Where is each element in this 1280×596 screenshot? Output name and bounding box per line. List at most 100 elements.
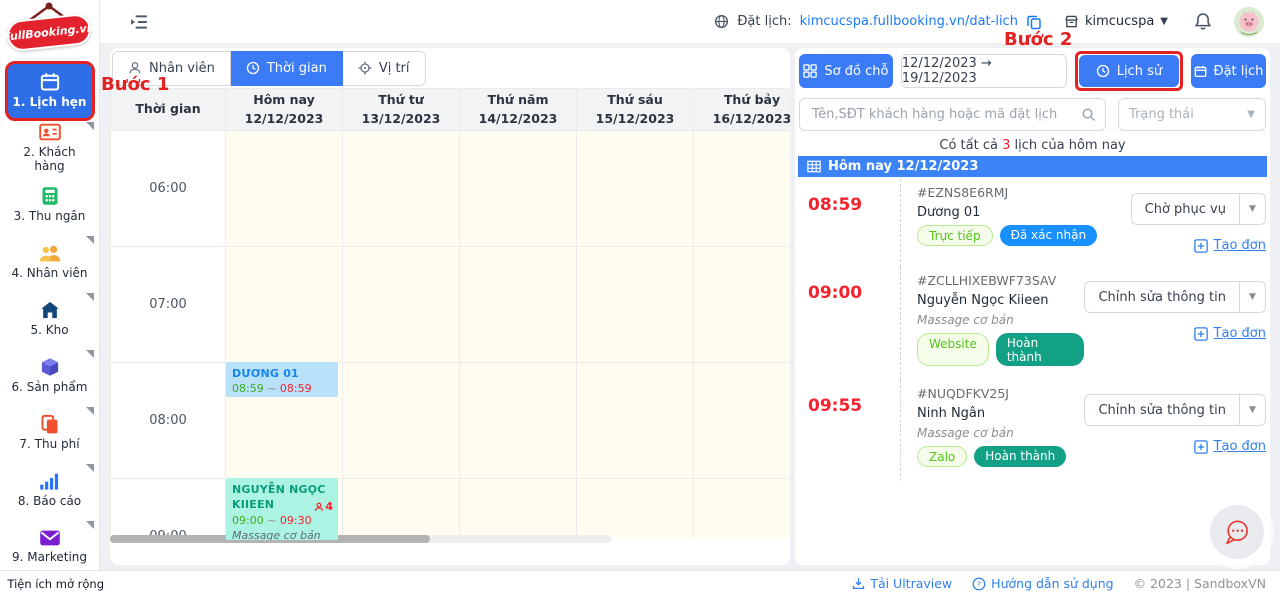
sidebar-item-lich-hen[interactable]: 1. Lịch hẹn — [7, 62, 92, 119]
plus-square-icon — [1193, 238, 1208, 253]
date-range-picker[interactable]: 12/12/2023 → 19/12/2023 — [900, 54, 1067, 88]
bookings-summary: Có tất cả 3 lịch của hôm nay — [939, 138, 1126, 153]
calendar-cell[interactable] — [693, 246, 790, 363]
sidebar-item-thu-phi[interactable]: 7. Thu phí — [7, 404, 94, 461]
crosshair-icon — [358, 61, 372, 75]
sidebar-item-label: 7. Thu phí — [19, 436, 80, 451]
calendar-cell[interactable] — [459, 478, 577, 538]
calendar-cell[interactable] — [459, 362, 577, 479]
globe-icon — [715, 14, 729, 29]
notification-bell-icon[interactable] — [1194, 12, 1212, 31]
seat-map-button[interactable]: Sơ đồ chỗ — [799, 54, 893, 88]
view-tabs: Nhân viên Thời gian — [110, 48, 790, 88]
sidebar-item-san-pham[interactable]: 6. Sản phẩm — [7, 347, 94, 404]
time-label: 09:00 — [110, 478, 226, 538]
bookings-list: 08:59 #EZNS8E6RMJ Dương 01 Trực tiếp Đã … — [799, 179, 1266, 481]
calendar-event[interactable]: DƯƠNG 01 08:59 ~ 08:59 — [226, 362, 338, 397]
calendar-cell[interactable] — [342, 362, 460, 479]
booking-action-dropdown[interactable]: Chờ phục vụ ▼ — [1130, 193, 1266, 225]
calendar-cell[interactable] — [576, 478, 694, 538]
create-order-link[interactable]: Tạo đơn — [1193, 326, 1266, 341]
sidebar-item-nhan-vien[interactable]: 4. Nhân viên — [7, 233, 94, 290]
logo[interactable]: FullBooking.vn — [0, 0, 99, 62]
calendar-cell[interactable] — [693, 130, 790, 247]
booking-code: #EZNS8E6RMJ — [917, 185, 1009, 200]
booking-time: 09:00 — [808, 283, 863, 303]
sidebar-item-khach-hang[interactable]: 2. Khách hàng — [7, 119, 94, 176]
copyright-text: © 2023 | SandboxVN — [1133, 576, 1266, 591]
sidebar-item-marketing[interactable]: 9. Marketing — [7, 518, 94, 575]
history-button[interactable]: Lịch sử — [1078, 55, 1179, 87]
booking-link-label: Đặt lịch: — [737, 14, 792, 29]
booking-code: #ZCLLHIXEBWF73SAV — [917, 273, 1057, 288]
chevron-down-icon[interactable]: ▼ — [1240, 394, 1266, 426]
chevron-down-icon[interactable]: ▼ — [1240, 281, 1266, 313]
tab-thoi-gian[interactable]: Thời gian — [230, 50, 343, 86]
calendar-cell[interactable] — [225, 130, 343, 247]
person-icon — [315, 502, 324, 511]
day-group-header: Hôm nay 12/12/2023 — [798, 156, 1267, 177]
download-icon — [853, 578, 865, 590]
channel-badge: Zalo — [917, 446, 968, 467]
booking-action-dropdown[interactable]: Chỉnh sửa thông tin ▼ — [1084, 281, 1266, 313]
calendar-cell[interactable] — [459, 130, 577, 247]
top-header: Đặt lịch: kimcucspa.fullbooking.vn/dat-l… — [100, 0, 1280, 44]
create-order-link[interactable]: Tạo đơn — [1193, 439, 1266, 454]
channel-badge: Website — [917, 333, 989, 366]
calendar-cell[interactable] — [693, 362, 790, 479]
svg-text:?: ? — [977, 579, 981, 588]
status-badge: Hoàn thành — [974, 446, 1067, 467]
booking-time: 09:55 — [808, 396, 863, 416]
time-label: 08:00 — [110, 362, 226, 479]
menu-fold-icon[interactable] — [130, 13, 148, 31]
tab-vi-tri[interactable]: Vị trí — [342, 50, 426, 86]
table-icon — [807, 160, 821, 173]
workspace-menu[interactable]: kimcucspa ▼ — [1064, 14, 1168, 29]
calendar-cell[interactable] — [576, 130, 694, 247]
avatar[interactable] — [1234, 6, 1264, 37]
calendar-panel: Nhân viên Thời gian — [110, 48, 790, 565]
corner-marker — [86, 293, 94, 301]
chat-button[interactable] — [1210, 505, 1264, 559]
calendar-cell[interactable] — [459, 246, 577, 363]
sidebar-item-bao-cao[interactable]: 8. Báo cáo — [7, 461, 94, 518]
book-button[interactable]: Đặt lịch — [1190, 54, 1266, 88]
copy-icon[interactable] — [1026, 14, 1042, 30]
tab-nhan-vien[interactable]: Nhân viên — [112, 50, 231, 86]
calendar-cell[interactable] — [342, 246, 460, 363]
calendar-icon — [1194, 65, 1206, 77]
guest-count: 4 — [314, 499, 333, 514]
extensions-button[interactable]: Tiện ích mở rộng — [3, 576, 104, 591]
calendar-cell[interactable] — [576, 362, 694, 479]
booking-customer: Nguyễn Ngọc Kiieen — [917, 293, 1049, 308]
booking-item: 09:55 #NUQDFKV25J Ninh Ngân Massage cơ b… — [799, 380, 1266, 481]
sidebar-item-thu-ngan[interactable]: 3. Thu ngân — [7, 176, 92, 233]
people-icon — [39, 245, 60, 262]
calendar-event[interactable]: NGUYỄN NGỌC KIIEEN 4 09:00 ~ 09:30 Massa… — [226, 478, 338, 540]
calendar-cell[interactable] — [576, 246, 694, 363]
horizontal-scrollbar[interactable] — [110, 535, 612, 543]
calendar-cell[interactable] — [342, 478, 460, 538]
booking-link[interactable]: kimcucspa.fullbooking.vn/dat-lich — [799, 14, 1018, 29]
booking-item: 08:59 #EZNS8E6RMJ Dương 01 Trực tiếp Đã … — [799, 179, 1266, 267]
chevron-down-icon[interactable]: ▼ — [1240, 193, 1266, 225]
clock-icon — [246, 61, 260, 75]
calendar-icon — [40, 73, 59, 91]
ultraview-link[interactable]: Tải Ultraview — [852, 576, 952, 591]
sidebar: FullBooking.vn 1. Lịch hẹn 2. Khách hàng — [0, 0, 100, 570]
plus-square-icon — [1193, 439, 1208, 454]
sidebar-item-kho[interactable]: 5. Kho — [7, 290, 94, 347]
calendar-cell[interactable] — [342, 130, 460, 247]
calendar-cell[interactable] — [225, 246, 343, 363]
calendar-cell[interactable] — [693, 478, 790, 538]
booking-action-dropdown[interactable]: Chỉnh sửa thông tin ▼ — [1084, 394, 1266, 426]
home-icon — [40, 301, 59, 319]
create-order-link[interactable]: Tạo đơn — [1193, 238, 1266, 253]
booking-customer: Ninh Ngân — [917, 406, 986, 421]
channel-badge: Trực tiếp — [917, 225, 993, 246]
calendar-grid: Thời gian Hôm nay 12/12/2023 Thứ tư 13/12/… — [110, 88, 790, 538]
main-content: Nhân viên Thời gian — [100, 44, 1280, 570]
user-guide-link[interactable]: ? Hướng dẫn sử dụng — [972, 576, 1114, 591]
search-input[interactable] — [799, 98, 1106, 131]
status-filter-select[interactable]: Trạng thái ▼ — [1118, 98, 1266, 131]
